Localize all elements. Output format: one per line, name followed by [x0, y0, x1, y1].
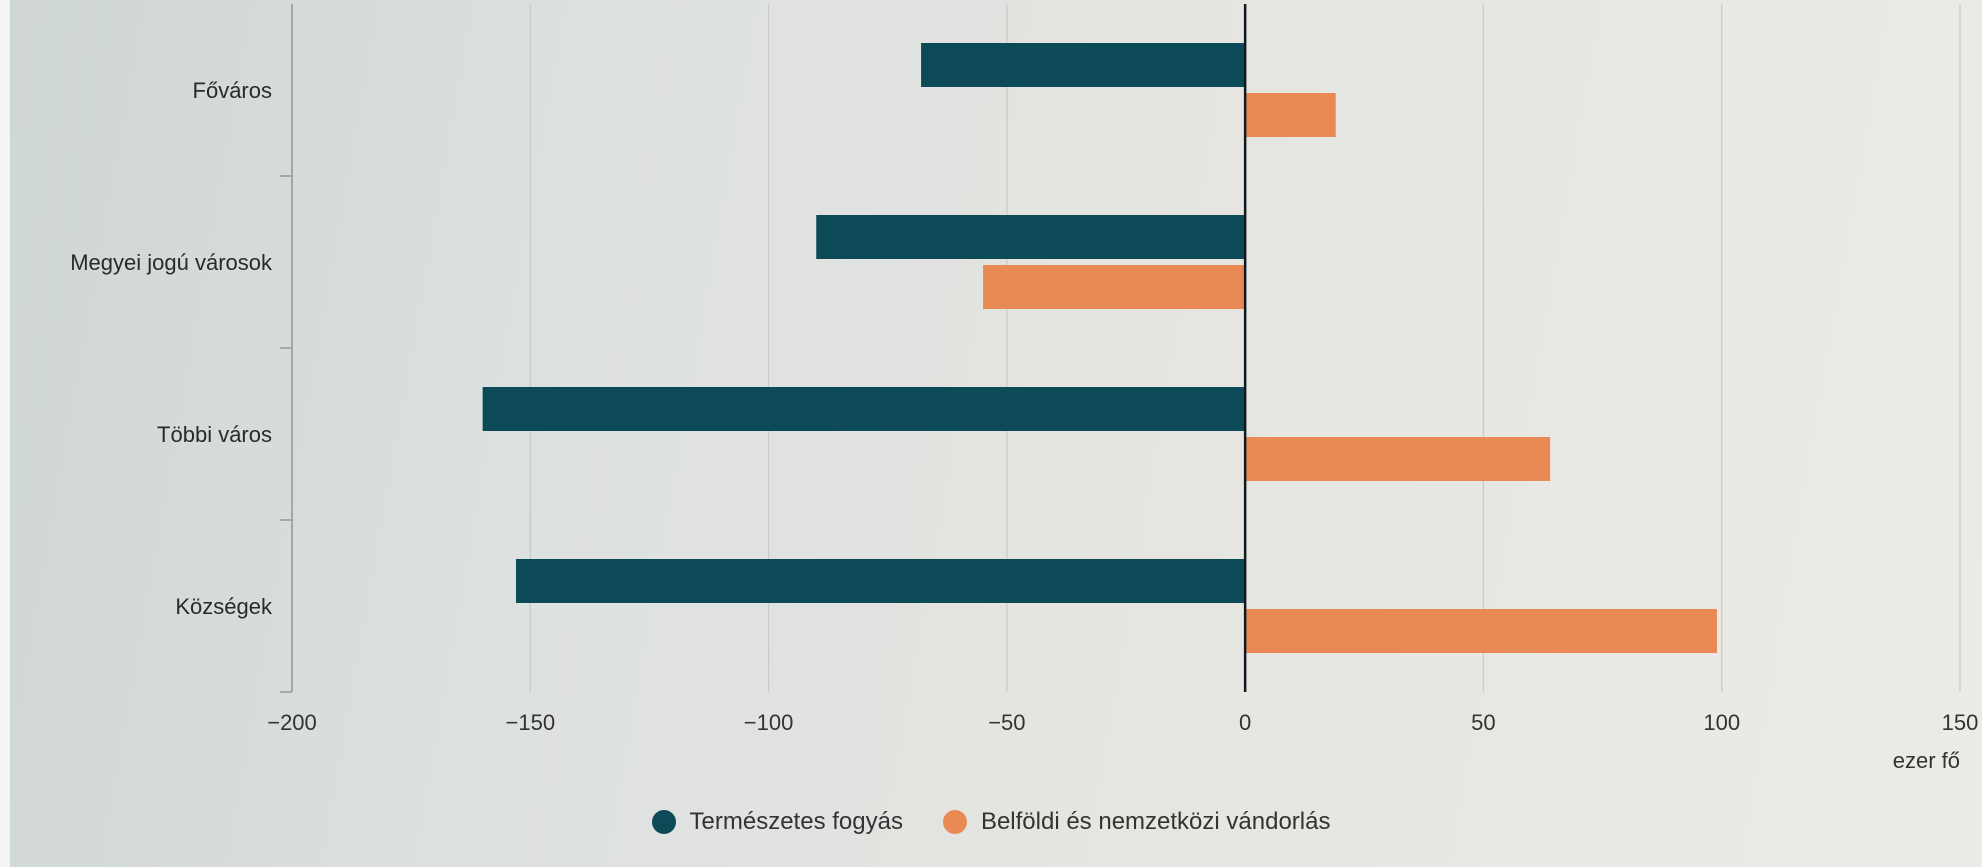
legend: Természetes fogyás Belföldi és nemzetköz… — [0, 808, 1982, 836]
x-tick-label: −100 — [744, 710, 794, 735]
bar-termeszetes-fogyas-0 — [921, 43, 1246, 87]
bar-vandorlas-3 — [1245, 609, 1717, 653]
x-tick-label: 0 — [1239, 710, 1251, 735]
x-axis-unit-label: ezer fő — [1893, 748, 1960, 773]
legend-label-termeszetes-fogyas: Természetes fogyás — [689, 808, 903, 835]
x-tick-label: −200 — [267, 710, 317, 735]
bar-vandorlas-1 — [983, 265, 1246, 309]
legend-item-termeszetes-fogyas[interactable]: Természetes fogyás — [651, 808, 903, 836]
category-label: Községek — [175, 594, 273, 619]
category-label: Többi város — [157, 422, 272, 447]
x-tick-label: 150 — [1942, 710, 1979, 735]
bar-termeszetes-fogyas-2 — [482, 387, 1246, 431]
bar-termeszetes-fogyas-3 — [515, 559, 1246, 603]
bars-layer — [482, 43, 1717, 653]
legend-item-vandorlas[interactable]: Belföldi és nemzetközi vándorlás — [942, 808, 1331, 836]
x-tick-label: 50 — [1471, 710, 1495, 735]
category-label: Megyei jogú városok — [70, 250, 273, 275]
x-tick-label: −150 — [506, 710, 556, 735]
legend-marker-vandorlas — [942, 810, 967, 834]
bar-chart: Főváros Megyei jogú városok Többi város Köz… — [70, 4, 1978, 773]
bar-termeszetes-fogyas-1 — [816, 215, 1246, 259]
bar-vandorlas-2 — [1245, 437, 1551, 481]
bar-vandorlas-0 — [1245, 93, 1336, 137]
legend-label-vandorlas: Belföldi és nemzetközi vándorlás — [980, 808, 1331, 835]
x-tick-label: −50 — [988, 710, 1025, 735]
axis-layer — [280, 4, 1247, 693]
x-tick-label: 100 — [1703, 710, 1740, 735]
category-label: Főváros — [193, 78, 272, 103]
labels-layer: Főváros Megyei jogú városok Többi város Köz… — [70, 78, 1978, 773]
legend-marker-termeszetes-fogyas — [651, 810, 676, 834]
left-edge-strip — [0, 0, 10, 867]
